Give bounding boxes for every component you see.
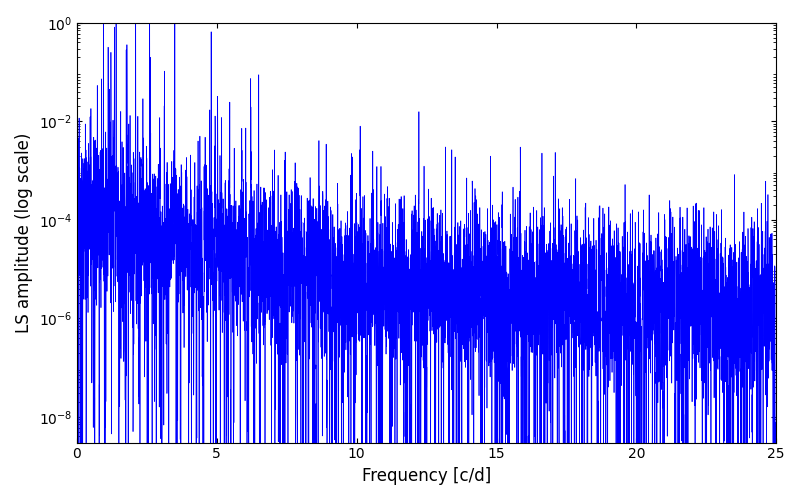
- Y-axis label: LS amplitude (log scale): LS amplitude (log scale): [15, 132, 33, 333]
- X-axis label: Frequency [c/d]: Frequency [c/d]: [362, 467, 491, 485]
